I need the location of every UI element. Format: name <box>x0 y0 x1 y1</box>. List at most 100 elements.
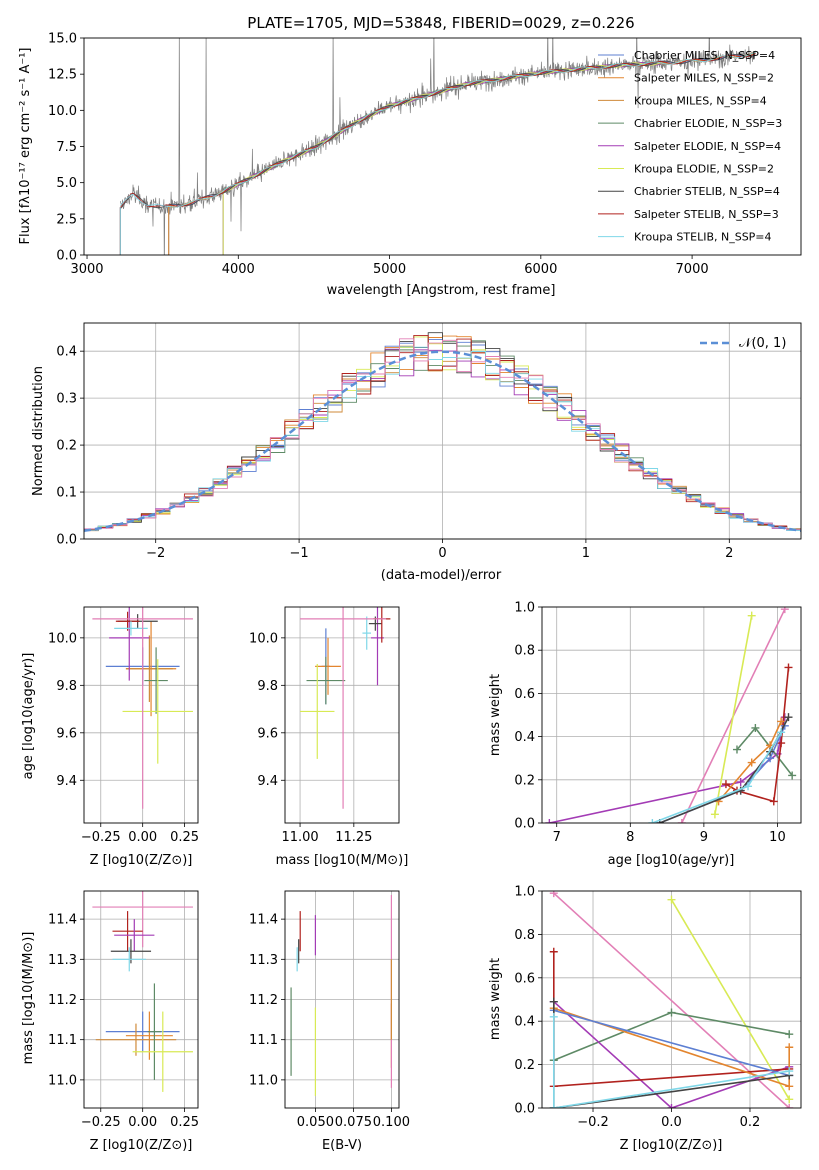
error-bar-point <box>95 1023 177 1056</box>
spectrum-title: PLATE=1705, MJD=53848, FIBERID=0029, z=0… <box>247 14 634 32</box>
x-tick-label: 11.25 <box>335 830 372 845</box>
weight-marker <box>785 1043 794 1052</box>
weight-marker <box>784 663 793 672</box>
weight-series <box>549 1012 794 1108</box>
x-tick-label: 0.25 <box>170 830 199 845</box>
mass-age-panel: mass [log10(M/M⊙)] 11.00 11.25 9.4 9.6 9.8 10… <box>249 606 408 868</box>
y-tick-label: 0.0 <box>56 249 77 264</box>
z-mass-xlabel: Z [log10(Z/Z⊙)] <box>90 1138 193 1153</box>
error-bar-point <box>92 891 193 948</box>
y-tick-label: 11.3 <box>249 953 278 968</box>
x-tick-label: 11.00 <box>281 830 318 845</box>
error-bar-point <box>109 607 150 681</box>
error-bar-point <box>147 983 162 1080</box>
z-weight-xlabel: Z [log10(Z/Z⊙)] <box>620 1138 723 1153</box>
y-tick-label: 12.5 <box>48 68 77 83</box>
error-bar-point <box>315 637 341 695</box>
y-tick-label: 11.3 <box>48 953 77 968</box>
weight-marker <box>667 1104 676 1108</box>
x-tick-label: 8 <box>626 830 634 845</box>
y-tick-label: 9.4 <box>257 774 278 789</box>
x-tick-label: 2 <box>725 546 733 561</box>
legend-label: Chabrier ELODIE, N_SSP=3 <box>634 117 782 130</box>
error-bar-point <box>105 1011 180 1052</box>
weight-series <box>545 713 789 823</box>
y-tick-label: 1.0 <box>514 885 535 900</box>
normal-legend-label: 𝒩(0, 1) <box>739 336 786 351</box>
y-tick-label: 9.4 <box>56 774 77 789</box>
x-tick-label: 0.00 <box>128 1115 157 1130</box>
weight-line <box>549 717 786 823</box>
error-bar-point <box>132 1011 193 1092</box>
y-tick-label: 10.0 <box>249 631 278 646</box>
mass-age-plot-area: 11.00 11.25 9.4 9.6 9.8 10.0 <box>249 606 400 845</box>
error-bar-point <box>125 1011 173 1060</box>
z-weight-ylabel: mass weight <box>488 958 503 1040</box>
x-tick-label: 3000 <box>70 262 103 277</box>
axes-frame <box>284 890 400 1109</box>
x-tick-label: 5000 <box>373 262 406 277</box>
residual-ylabel: Normed distribution <box>31 366 46 496</box>
y-tick-label: 11.1 <box>48 1033 77 1048</box>
weight-line <box>553 1016 790 1108</box>
y-tick-label: 2.5 <box>56 212 77 227</box>
axes-frame <box>83 322 802 540</box>
residual-legend: 𝒩(0, 1) <box>700 336 786 351</box>
error-bar-point <box>112 947 147 972</box>
weight-marker <box>549 891 558 898</box>
y-tick-label: 0.3 <box>56 392 77 407</box>
x-tick-label: 0.00 <box>128 830 157 845</box>
x-tick-label: 0.2 <box>740 1115 761 1130</box>
x-tick-label: 9 <box>700 830 708 845</box>
model-fit-line <box>223 61 661 191</box>
z-mass-panel: Z [log10(Z/Z⊙)] mass [log10(M/M⊙)] −0.25… <box>21 890 199 1153</box>
x-tick-label: −1 <box>290 546 309 561</box>
z-weight-panel: Z [log10(Z/Z⊙)] mass weight −0.2 0.0 0.2 0.… <box>488 885 802 1153</box>
normal-reference-curve <box>84 350 801 533</box>
y-tick-label: 0.2 <box>56 439 77 454</box>
y-tick-label: 0.6 <box>514 687 535 702</box>
weight-marker <box>788 771 797 780</box>
weight-line <box>717 721 782 802</box>
error-bar-point <box>122 659 193 764</box>
y-tick-label: 11.0 <box>249 1073 278 1088</box>
weight-series <box>667 895 794 1104</box>
legend-label: Chabrier MILES, N_SSP=4 <box>634 49 775 62</box>
y-tick-label: 0.2 <box>514 773 535 788</box>
axes-frame <box>83 890 199 1109</box>
weight-marker <box>648 819 657 823</box>
weight-marker <box>751 723 760 732</box>
y-tick-label: 11.1 <box>249 1033 278 1048</box>
y-tick-label: 0.4 <box>514 730 535 745</box>
weight-marker <box>785 1104 794 1108</box>
legend-label: Chabrier STELIB, N_SSP=4 <box>634 185 780 198</box>
x-tick-label: 7 <box>553 830 561 845</box>
weight-marker <box>545 819 554 823</box>
y-tick-label: 0.4 <box>514 1015 535 1030</box>
z-weight-plot-area: −0.2 0.0 0.2 0.0 0.2 0.4 0.6 0.8 1.0 <box>514 885 802 1130</box>
y-tick-label: 11.2 <box>48 993 77 1008</box>
weight-marker <box>777 717 786 726</box>
legend-label: Kroupa ELODIE, N_SSP=2 <box>634 163 774 176</box>
x-tick-label: −0.25 <box>81 1115 121 1130</box>
z-age-plot-area: −0.25 0.00 0.25 9.4 9.6 9.8 10.0 <box>48 606 199 845</box>
error-bar-point <box>112 911 143 952</box>
error-bar-point <box>125 635 173 702</box>
y-tick-label: 15.0 <box>48 32 77 47</box>
y-tick-label: 1.0 <box>514 601 535 616</box>
axes-frame <box>541 606 802 824</box>
x-tick-label: −0.25 <box>81 830 121 845</box>
z-mass-ylabel: mass [log10(M/M⊙)] <box>21 932 36 1065</box>
weight-marker <box>747 758 756 767</box>
y-tick-label: 11.2 <box>249 993 278 1008</box>
weight-marker <box>549 997 558 1006</box>
y-tick-label: 9.6 <box>257 726 278 741</box>
y-tick-label: 0.6 <box>514 971 535 986</box>
axes-frame <box>284 606 400 824</box>
legend-label: Salpeter ELODIE, N_SSP=4 <box>634 140 781 153</box>
y-tick-label: 9.8 <box>257 679 278 694</box>
x-tick-label: 0.075 <box>335 1115 372 1130</box>
weight-line <box>553 1009 790 1077</box>
weight-marker <box>784 713 793 722</box>
error-bar-point <box>362 616 372 650</box>
